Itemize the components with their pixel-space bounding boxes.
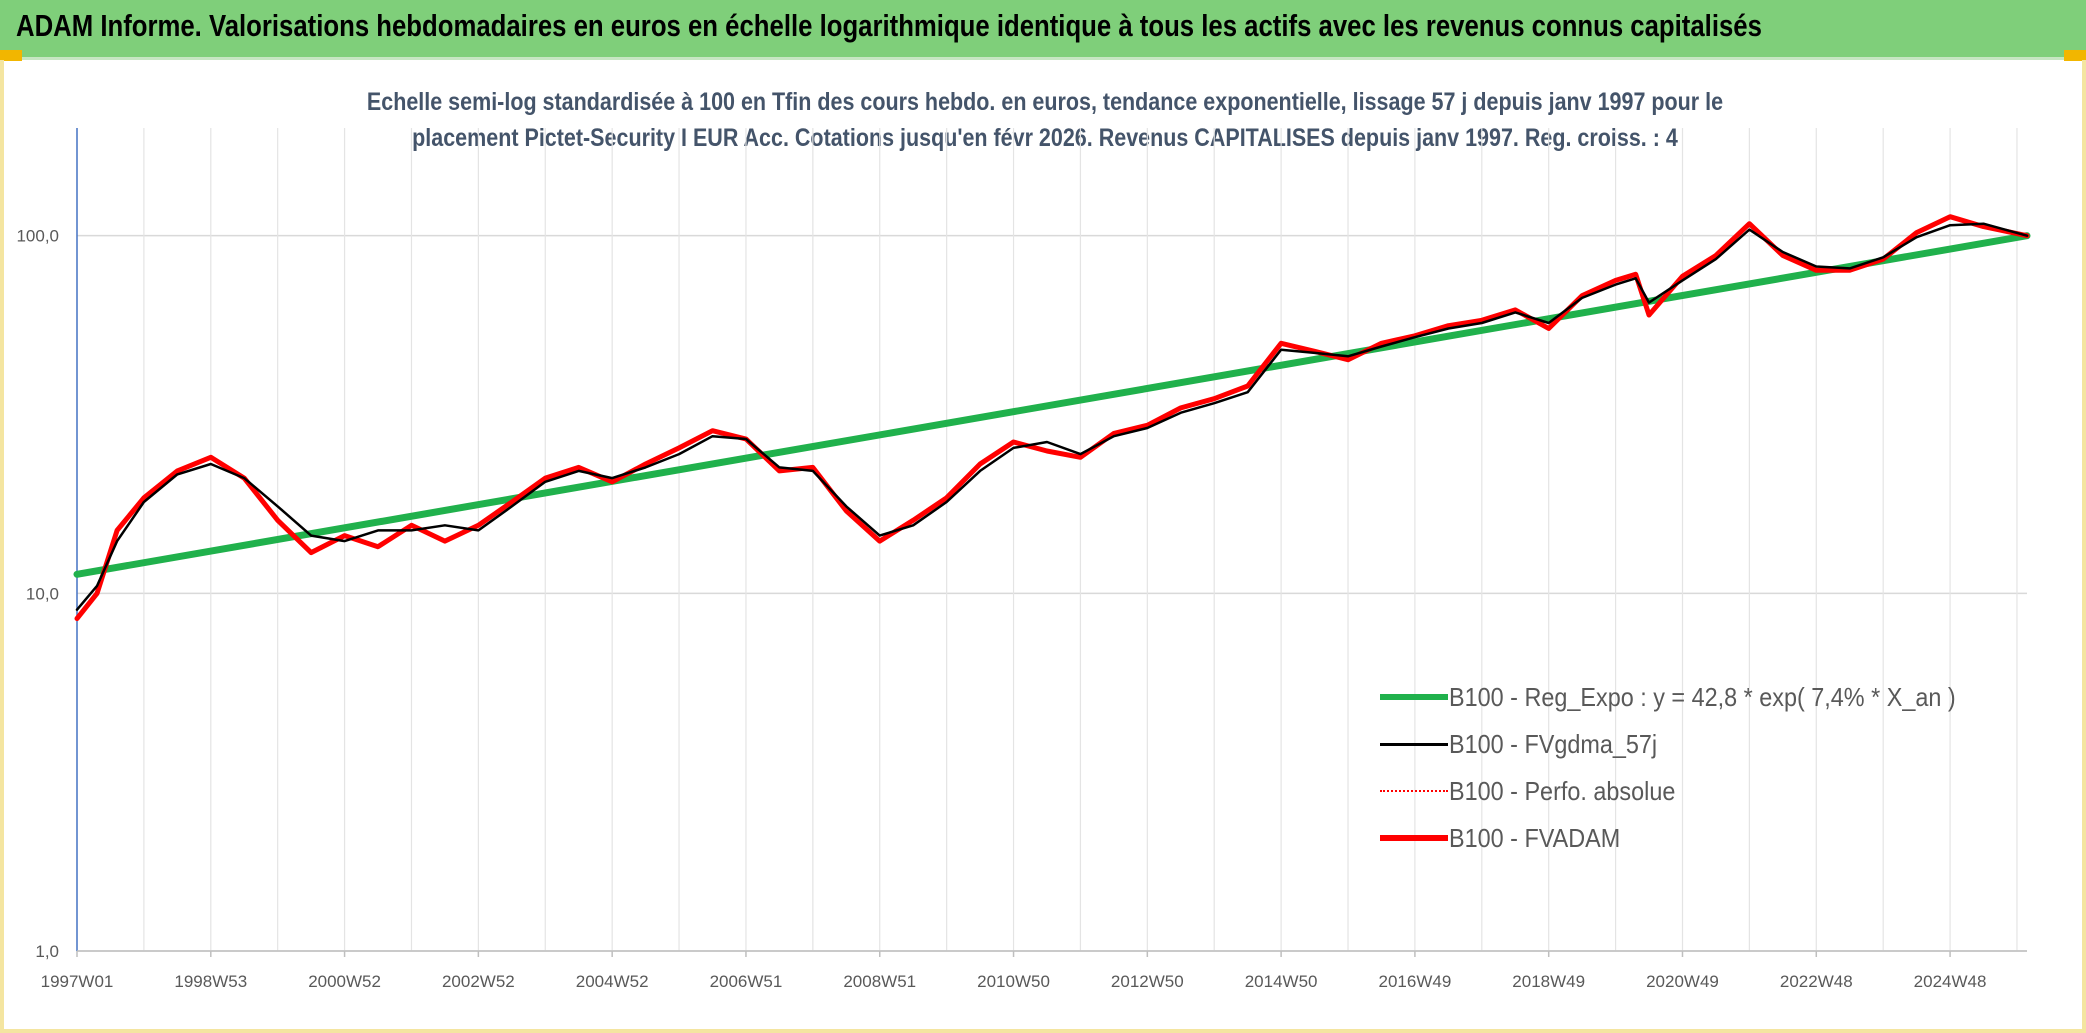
x-tick-label: 2010W50 [977,972,1050,991]
frame-border-bottom [0,1029,2086,1033]
report-banner: ADAM Informe. Valorisations hebdomadaire… [0,0,2086,60]
y-tick-label: 10,0 [26,584,59,603]
legend-swatch-smooth [1380,743,1448,746]
y-tick-label: 1,0 [35,942,59,961]
legend-swatch-perf [1380,790,1448,792]
x-tick-label: 2004W52 [576,972,649,991]
x-tick-label: 2002W52 [442,972,515,991]
x-tick-label: 2014W50 [1245,972,1318,991]
x-tick-label: 2022W48 [1780,972,1853,991]
chart-title: Echelle semi-log standardisée à 100 en T… [230,84,1860,156]
banner-title: ADAM Informe. Valorisations hebdomadaire… [16,8,1762,43]
chart-title-line-1: Echelle semi-log standardisée à 100 en T… [366,88,1724,116]
x-tick-label: 2008W51 [843,972,916,991]
x-tick-label: 2012W50 [1111,972,1184,991]
x-tick-label: 1998W53 [174,972,247,991]
legend-swatch-trend [1380,694,1448,700]
x-tick-label: 1997W01 [41,972,114,991]
corner-accent-right [2064,50,2086,61]
corner-accent-left [0,50,22,61]
series-line-smooth [75,222,2029,611]
x-tick-label: 2020W49 [1646,972,1719,991]
series-layer [73,214,2031,622]
axis-layer: 1,0 10,0 100,0 1997W01 1998W53 2000W52 2002W52… [16,128,2027,991]
frame-border-left [0,60,4,1033]
legend-label-smooth: B100 - FVgdma_57j [1449,729,1658,759]
x-tick-label: 2006W51 [710,972,783,991]
legend-label-trend: B100 - Reg_Expo : y = 42,8 * exp( 7,4% *… [1449,682,1956,712]
grid-layer [77,128,2027,952]
x-tick-label: 2018W49 [1512,972,1585,991]
legend-label-perf: B100 - Perfo. absolue [1449,776,1676,806]
series-line-fvadam [74,214,2030,622]
x-tick-label: 2016W49 [1379,972,1452,991]
chart-title-line-2: placement Pictet-Security I EUR Acc. Cot… [412,124,1678,152]
frame-border-right [2082,60,2086,1033]
x-tick-label: 2000W52 [308,972,381,991]
legend-swatch-fvadam [1380,835,1448,841]
x-tick-label: 2024W48 [1914,972,1987,991]
series-line-perf-absolue [76,215,2028,620]
y-tick-label: 100,0 [16,227,59,246]
legend-label-fvadam: B100 - FVADAM [1449,823,1621,853]
series-line-trend [73,232,2031,578]
